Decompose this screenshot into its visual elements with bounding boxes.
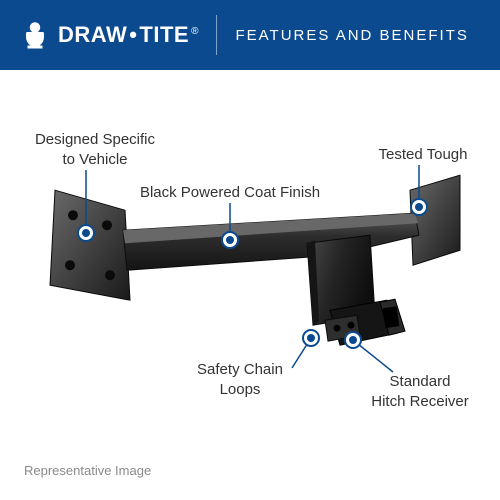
callout-label: Designed Specificto Vehicle bbox=[20, 130, 170, 169]
brand-reg: ® bbox=[191, 26, 198, 37]
callout-label: Safety ChainLoops bbox=[185, 360, 295, 399]
header: DRAW • TITE ® FEATURES AND BENEFITS bbox=[0, 0, 500, 70]
header-subtitle: FEATURES AND BENEFITS bbox=[235, 27, 468, 44]
brand-text: DRAW • TITE ® bbox=[58, 22, 198, 48]
brand-pre: DRAW bbox=[58, 22, 127, 48]
brand-dot: • bbox=[129, 22, 137, 48]
callout-label: Black Powered Coat Finish bbox=[120, 183, 340, 203]
header-divider bbox=[216, 15, 217, 55]
brand-post: TITE bbox=[139, 22, 189, 48]
hitch-ball-icon bbox=[20, 20, 50, 50]
footnote: Representative Image bbox=[24, 463, 151, 478]
callout-label: StandardHitch Receiver bbox=[350, 372, 490, 411]
product-illustration bbox=[35, 135, 465, 375]
callout-label: Tested Tough bbox=[368, 145, 478, 165]
brand-logo: DRAW • TITE ® bbox=[20, 20, 198, 50]
diagram-area: Designed Specificto Vehicle Black Powered… bbox=[0, 70, 500, 450]
